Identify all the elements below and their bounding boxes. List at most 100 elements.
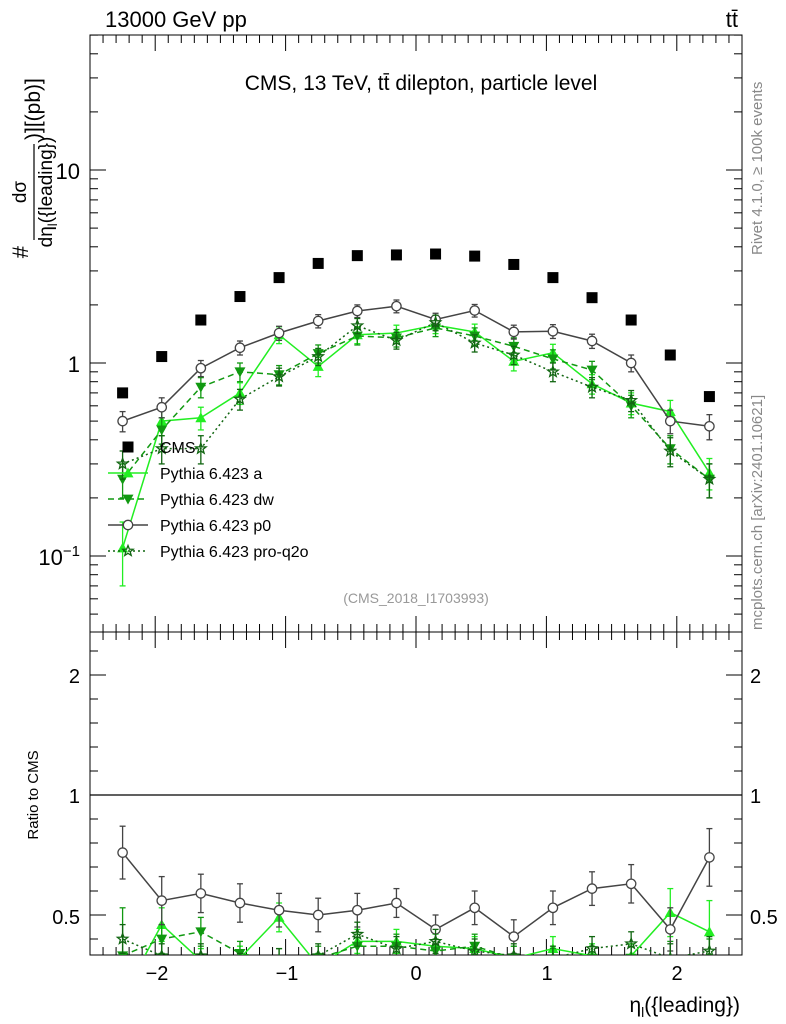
ratio-ytick-label-right-2: 2 bbox=[750, 666, 761, 688]
main-axis-ticks bbox=[89, 34, 743, 632]
main-cms-data-point bbox=[547, 272, 559, 284]
main-plot-panel: CMS, 13 TeV, tt̄ dilepton, particle leve… bbox=[8, 34, 743, 633]
main-data-point bbox=[195, 382, 207, 393]
main-cms-data-point bbox=[273, 272, 285, 284]
main-data-point bbox=[156, 401, 168, 413]
main-data-point bbox=[195, 362, 207, 374]
ratio-data-point bbox=[156, 934, 168, 945]
ratio-data-point bbox=[350, 926, 365, 941]
main-series-3 bbox=[115, 314, 717, 499]
main-data-point bbox=[117, 415, 128, 427]
main-data-point bbox=[117, 542, 129, 553]
main-cms-data-point bbox=[195, 314, 207, 326]
main-cms-data-point bbox=[234, 291, 246, 303]
xtick-label-m2: −2 bbox=[146, 963, 169, 985]
ratio-data-point bbox=[235, 960, 246, 970]
ylabel-units: )][(pb)] bbox=[22, 78, 45, 140]
ratio-data-point bbox=[117, 847, 128, 858]
ratio-plot-frame bbox=[89, 631, 743, 956]
legend-item-4: Pythia 6.423 pro-q2o bbox=[108, 543, 309, 561]
legend-item-0: CMS bbox=[122, 440, 196, 457]
ratio-data-point bbox=[467, 943, 482, 955]
ratio-data-series bbox=[115, 825, 717, 1001]
ratio-data-point bbox=[234, 897, 246, 909]
ratio-data-point bbox=[195, 888, 207, 899]
ratio-data-point bbox=[273, 904, 285, 916]
ratio-data-point bbox=[702, 943, 717, 955]
ratio-data-point bbox=[389, 941, 404, 955]
main-data-point bbox=[311, 349, 326, 363]
ratio-data-point bbox=[313, 960, 324, 970]
legend-marker-2 bbox=[122, 494, 134, 505]
main-y-axis-label: # dσ dηl({leading}) )][(pb)] bbox=[8, 78, 60, 258]
xtick-label-2: 2 bbox=[671, 963, 682, 985]
main-data-point bbox=[704, 420, 715, 432]
main-data-point bbox=[545, 364, 561, 378]
ratio-data-point bbox=[704, 852, 715, 863]
legend-marker-1 bbox=[122, 467, 134, 478]
main-cms-data-point bbox=[430, 248, 442, 260]
main-data-point bbox=[195, 412, 207, 423]
main-data-point bbox=[234, 367, 246, 378]
main-data-point bbox=[234, 342, 246, 354]
ratio-data-point bbox=[585, 941, 600, 955]
ratio-series-line-1 bbox=[122, 931, 506, 955]
ratio-data-point bbox=[117, 991, 128, 1001]
ratio-data-point bbox=[506, 948, 521, 955]
main-data-point bbox=[664, 415, 676, 427]
legend-label-4: Pythia 6.423 pro-q2o bbox=[160, 544, 309, 561]
ratio-data-point bbox=[668, 950, 672, 955]
ratio-series-line-3 bbox=[122, 933, 710, 955]
main-cms-data-point bbox=[156, 351, 168, 363]
ratio-series-line-0 bbox=[144, 911, 710, 955]
main-series-2 bbox=[117, 299, 715, 441]
rivet-version-label: Rivet 4.1.0, ≥ 100k events bbox=[749, 82, 766, 255]
ratio-ytick-label-0p5: 0.5 bbox=[52, 907, 80, 929]
main-data-point bbox=[193, 441, 208, 455]
ratio-data-point bbox=[664, 924, 676, 935]
ratio-series-2 bbox=[117, 825, 715, 955]
main-data-point bbox=[547, 354, 559, 365]
ylabel-hash: # bbox=[8, 245, 33, 258]
ratio-data-point bbox=[625, 878, 637, 890]
ratio-data-point bbox=[312, 909, 324, 921]
main-data-point bbox=[156, 425, 168, 436]
main-ytick-label-1: 1 bbox=[68, 352, 80, 377]
ratio-data-point bbox=[311, 948, 326, 955]
xtick-label-0: 0 bbox=[410, 963, 421, 985]
ratio-data-point bbox=[195, 955, 206, 965]
main-data-point bbox=[115, 456, 130, 470]
main-data-point bbox=[508, 326, 520, 338]
xtick-label-1: 1 bbox=[541, 963, 552, 985]
main-series-line-0 bbox=[121, 324, 711, 549]
ratio-data-point bbox=[624, 936, 639, 950]
main-data-point bbox=[428, 315, 443, 329]
xtick-label-m1: −1 bbox=[276, 963, 299, 985]
legend-marker-4 bbox=[121, 543, 135, 557]
main-cms-data-point bbox=[390, 249, 402, 261]
legend-marker-0 bbox=[122, 441, 134, 453]
legend: CMS Pythia 6.423 a Pythia 6.423 dw Pythia 6… bbox=[108, 440, 309, 561]
ratio-ytick-label-2: 2 bbox=[69, 666, 80, 688]
ratio-data-point bbox=[391, 897, 402, 909]
ratio-data-point bbox=[703, 926, 715, 937]
main-cms-data-point bbox=[625, 314, 637, 326]
ylabel-denominator: dηl({leading}) bbox=[36, 137, 60, 248]
analysis-id-label: (CMS_2018_I1703993) bbox=[343, 590, 489, 606]
main-data-point bbox=[351, 305, 363, 317]
main-cms-data-point bbox=[586, 292, 598, 304]
main-ytick-label-10: 10 bbox=[56, 159, 80, 184]
main-data-series bbox=[115, 248, 717, 587]
main-data-point bbox=[624, 393, 639, 407]
ratio-ytick-label-right-0p5: 0.5 bbox=[750, 907, 778, 929]
main-data-point bbox=[154, 441, 169, 455]
ratio-series-1 bbox=[117, 907, 713, 955]
main-plot-frame bbox=[89, 34, 743, 633]
ratio-data-point bbox=[195, 927, 207, 938]
main-data-point bbox=[663, 443, 678, 457]
ratio-data-point bbox=[586, 883, 598, 894]
main-data-point bbox=[271, 369, 287, 383]
ratio-data-point bbox=[508, 931, 520, 942]
main-cms-data-point bbox=[703, 391, 715, 403]
